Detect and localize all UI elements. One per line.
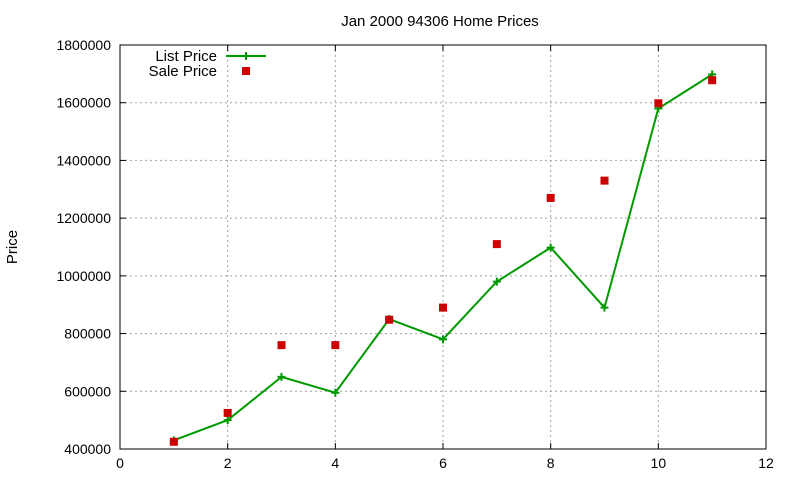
legend-marker-list-price [242, 52, 250, 60]
sale-price-point [492, 240, 501, 249]
x-tick-label: 10 [651, 455, 667, 471]
sale-price-point [654, 99, 663, 108]
list-price-point [600, 303, 609, 312]
sale-price-point [223, 408, 232, 417]
list-price-point [492, 277, 501, 286]
y-tick-label: 600000 [64, 383, 111, 399]
list-price-point [277, 372, 286, 381]
list-price-point [546, 243, 555, 252]
y-tick-label: 1800000 [56, 37, 111, 53]
chart-title: Jan 2000 94306 Home Prices [341, 13, 539, 30]
y-tick-label: 800000 [64, 326, 111, 342]
sale-price-point [708, 76, 717, 85]
y-tick-label: 1600000 [56, 95, 111, 111]
sale-price-point [546, 193, 555, 202]
series-layer [169, 70, 717, 446]
tick-layer: 0 2 4 6 8 10 12 400000 600000 800000 1000000 120000… [56, 37, 774, 471]
y-tick-label: 1400000 [56, 152, 111, 168]
grid-layer [120, 45, 766, 449]
legend: List Price Sale Price [149, 48, 266, 80]
x-tick-label: 4 [331, 455, 339, 471]
y-tick-label: 1000000 [56, 268, 111, 284]
sale-price-point [600, 176, 609, 185]
x-tick-label: 0 [116, 455, 124, 471]
legend-label-sale-price: Sale Price [149, 63, 217, 80]
x-tick-label: 2 [224, 455, 232, 471]
legend-marker-sale-price [242, 67, 250, 75]
sale-price-point [385, 315, 394, 324]
x-tick-label: 12 [758, 455, 774, 471]
sale-price-point [277, 341, 286, 350]
list-price-point [439, 335, 447, 344]
sale-price-point [169, 437, 178, 446]
sale-price-point [439, 303, 447, 312]
plot-frame [119, 44, 767, 450]
y-tick-label: 400000 [64, 441, 111, 457]
list-price-point [331, 388, 340, 397]
x-tick-label: 6 [439, 455, 447, 471]
list-price-point [223, 416, 232, 425]
y-axis-label: Price [4, 230, 21, 264]
legend-label-list-price: List Price [155, 48, 217, 65]
y-tick-label: 1200000 [56, 210, 111, 226]
x-tick-label: 8 [547, 455, 555, 471]
sale-price-point [331, 341, 340, 350]
